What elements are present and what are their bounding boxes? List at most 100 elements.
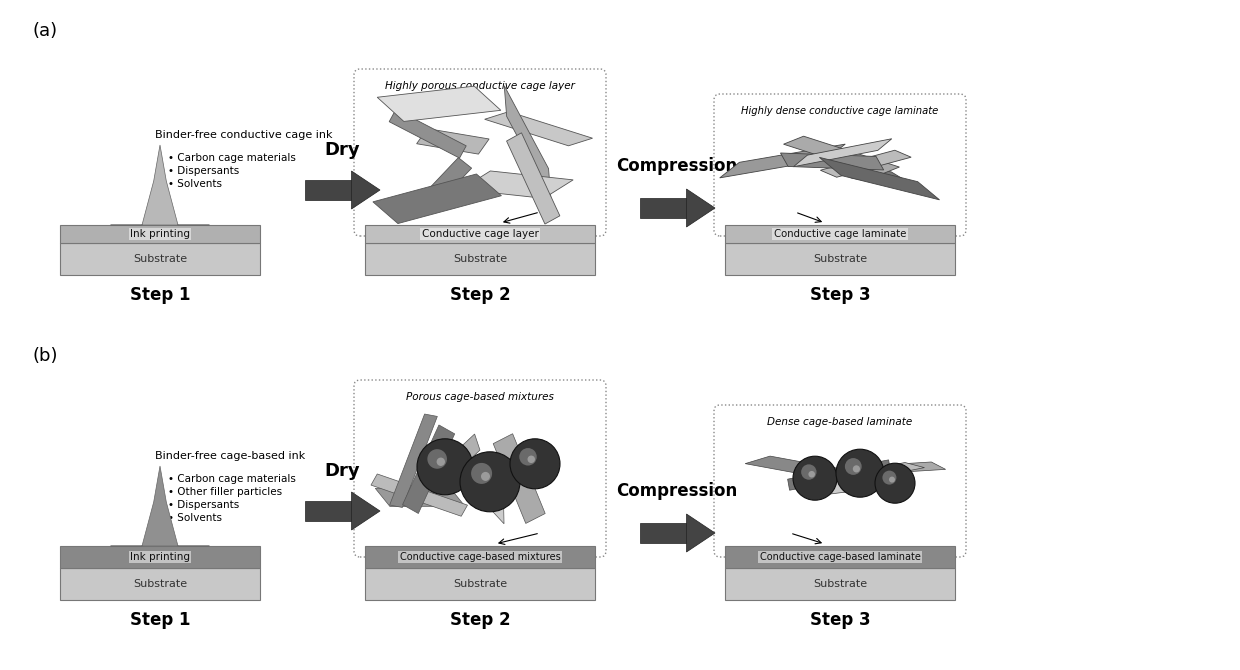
Polygon shape (376, 488, 465, 507)
Polygon shape (818, 158, 924, 192)
Polygon shape (505, 86, 551, 199)
Polygon shape (110, 466, 210, 546)
Polygon shape (417, 129, 489, 154)
FancyBboxPatch shape (60, 225, 260, 243)
Polygon shape (351, 171, 379, 209)
Circle shape (527, 456, 534, 463)
Circle shape (481, 472, 490, 481)
Text: Conductive cage-based laminate: Conductive cage-based laminate (760, 552, 920, 562)
FancyBboxPatch shape (353, 69, 606, 236)
Polygon shape (839, 462, 925, 480)
Circle shape (836, 449, 884, 497)
Circle shape (801, 464, 817, 480)
Circle shape (883, 470, 897, 484)
Circle shape (460, 452, 520, 512)
Text: Substrate: Substrate (133, 579, 187, 589)
Circle shape (853, 465, 861, 472)
FancyBboxPatch shape (60, 243, 260, 275)
Text: Dry: Dry (324, 141, 360, 159)
Polygon shape (485, 112, 593, 146)
Circle shape (889, 476, 895, 482)
Text: • Solvents: • Solvents (167, 513, 222, 523)
Polygon shape (825, 473, 892, 494)
Polygon shape (794, 139, 892, 167)
Polygon shape (719, 144, 846, 178)
Text: Highly porous conductive cage layer: Highly porous conductive cage layer (386, 81, 575, 91)
Polygon shape (454, 448, 503, 524)
Text: • Dispersants: • Dispersants (167, 166, 239, 176)
FancyBboxPatch shape (725, 243, 955, 275)
Text: • Dispersants: • Dispersants (167, 500, 239, 510)
Polygon shape (351, 492, 379, 530)
Text: Substrate: Substrate (813, 579, 867, 589)
Text: Step 1: Step 1 (130, 611, 190, 629)
Polygon shape (821, 150, 911, 178)
Polygon shape (373, 174, 501, 224)
Text: Conductive cage layer: Conductive cage layer (422, 229, 538, 239)
FancyBboxPatch shape (725, 546, 955, 568)
Text: Conductive cage laminate: Conductive cage laminate (774, 229, 906, 239)
FancyBboxPatch shape (725, 225, 955, 243)
Text: (b): (b) (32, 347, 57, 365)
Text: Step 2: Step 2 (450, 286, 511, 304)
FancyBboxPatch shape (365, 225, 595, 243)
Polygon shape (461, 171, 573, 198)
Polygon shape (687, 514, 715, 552)
Polygon shape (799, 466, 887, 483)
Polygon shape (780, 153, 884, 170)
Text: (a): (a) (32, 22, 57, 40)
Text: Porous cage-based mixtures: Porous cage-based mixtures (405, 392, 554, 402)
Circle shape (794, 456, 837, 500)
Polygon shape (640, 198, 687, 218)
Circle shape (844, 458, 862, 475)
Polygon shape (305, 180, 351, 200)
Text: Highly dense conductive cage laminate: Highly dense conductive cage laminate (742, 106, 939, 116)
Polygon shape (494, 433, 546, 523)
Circle shape (875, 463, 915, 503)
FancyBboxPatch shape (60, 568, 260, 600)
Polygon shape (403, 425, 455, 513)
Circle shape (417, 439, 472, 495)
FancyBboxPatch shape (365, 243, 595, 275)
Text: Substrate: Substrate (453, 254, 507, 264)
FancyBboxPatch shape (353, 380, 606, 557)
Circle shape (428, 449, 446, 469)
FancyBboxPatch shape (365, 568, 595, 600)
Polygon shape (687, 189, 715, 227)
Text: Substrate: Substrate (813, 254, 867, 264)
Polygon shape (371, 474, 467, 517)
FancyBboxPatch shape (714, 405, 966, 557)
Text: Step 3: Step 3 (810, 286, 870, 304)
Text: Step 2: Step 2 (450, 611, 511, 629)
Text: Ink printing: Ink printing (130, 552, 190, 562)
Polygon shape (305, 501, 351, 521)
Polygon shape (640, 523, 687, 543)
Polygon shape (428, 434, 480, 494)
Text: Binder-free conductive cage ink: Binder-free conductive cage ink (155, 130, 332, 140)
Text: Compression: Compression (616, 157, 738, 175)
Polygon shape (784, 136, 899, 175)
Text: • Solvents: • Solvents (167, 179, 222, 189)
Text: Substrate: Substrate (133, 254, 187, 264)
Polygon shape (787, 460, 890, 490)
Text: Compression: Compression (616, 482, 738, 500)
Circle shape (510, 439, 560, 489)
Circle shape (436, 458, 445, 466)
Text: Dense cage-based laminate: Dense cage-based laminate (768, 417, 913, 427)
Polygon shape (414, 157, 471, 215)
Polygon shape (830, 462, 946, 476)
FancyBboxPatch shape (714, 94, 966, 236)
Polygon shape (389, 109, 466, 158)
FancyBboxPatch shape (725, 568, 955, 600)
Text: • Other filler particles: • Other filler particles (167, 487, 283, 497)
Text: Step 1: Step 1 (130, 286, 190, 304)
Polygon shape (110, 145, 210, 225)
Polygon shape (820, 157, 940, 200)
Text: Dry: Dry (324, 462, 360, 480)
Circle shape (520, 448, 537, 466)
Circle shape (808, 471, 815, 478)
Text: Ink printing: Ink printing (130, 229, 190, 239)
Text: • Carbon cage materials: • Carbon cage materials (167, 474, 296, 484)
Text: Step 3: Step 3 (810, 611, 870, 629)
Polygon shape (389, 414, 438, 507)
